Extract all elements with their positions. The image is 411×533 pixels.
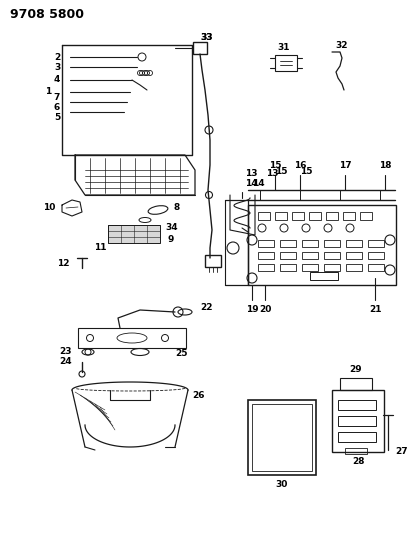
Text: 13: 13 [245, 168, 258, 177]
Text: 25: 25 [175, 349, 187, 358]
Bar [302, 240, 318, 247]
Text: 15: 15 [300, 167, 312, 176]
Bar [248, 205, 396, 285]
Text: 17: 17 [339, 161, 351, 170]
Bar [258, 252, 274, 259]
Text: 16: 16 [294, 161, 306, 170]
Bar [252, 404, 312, 471]
Bar [340, 378, 372, 390]
Text: 2: 2 [54, 52, 60, 61]
Text: 32: 32 [336, 42, 348, 51]
Text: 24: 24 [59, 358, 72, 367]
Bar [368, 240, 384, 247]
Text: 22: 22 [200, 303, 212, 312]
Text: 8: 8 [173, 203, 179, 212]
Bar [258, 240, 274, 247]
Bar [310, 272, 338, 280]
Text: 14: 14 [252, 179, 264, 188]
Text: 6: 6 [54, 102, 60, 111]
Bar [326, 212, 338, 220]
Text: 20: 20 [259, 305, 271, 314]
Text: 10: 10 [43, 204, 55, 213]
Text: 15: 15 [275, 167, 288, 176]
Text: 7: 7 [54, 93, 60, 101]
Bar [309, 212, 321, 220]
Bar [302, 252, 318, 259]
Text: 27: 27 [395, 448, 408, 456]
Text: 11: 11 [95, 244, 107, 253]
Bar [360, 212, 372, 220]
Bar [345, 448, 367, 454]
Text: 3: 3 [54, 62, 60, 71]
Bar [205, 255, 221, 267]
Bar [346, 240, 362, 247]
Bar [368, 264, 384, 271]
Text: 30: 30 [276, 480, 288, 489]
Text: 5: 5 [54, 112, 60, 122]
Bar [248, 400, 316, 475]
Text: 28: 28 [352, 457, 364, 466]
Text: 15: 15 [269, 161, 281, 170]
Text: 29: 29 [350, 365, 363, 374]
Bar [324, 264, 340, 271]
Bar [338, 432, 376, 442]
Bar [275, 55, 297, 71]
Bar [78, 328, 186, 348]
Bar [346, 264, 362, 271]
Bar [368, 252, 384, 259]
Bar [258, 212, 270, 220]
Bar [324, 240, 340, 247]
Text: 26: 26 [192, 391, 205, 400]
Bar [324, 252, 340, 259]
Bar [332, 390, 384, 452]
Text: 31: 31 [278, 44, 290, 52]
Bar [108, 225, 160, 243]
Bar [343, 212, 355, 220]
Text: 33: 33 [201, 33, 213, 42]
Text: 33: 33 [201, 33, 213, 42]
Text: 21: 21 [369, 305, 381, 314]
Text: 14: 14 [245, 179, 258, 188]
Bar [292, 212, 304, 220]
Bar [280, 252, 296, 259]
Bar [338, 416, 376, 426]
Text: 23: 23 [60, 348, 72, 357]
Text: 9: 9 [167, 236, 173, 245]
Bar [338, 400, 376, 410]
Bar [258, 264, 274, 271]
Bar [280, 240, 296, 247]
Text: 12: 12 [58, 259, 70, 268]
Text: 1: 1 [45, 87, 51, 96]
Bar [280, 264, 296, 271]
Text: 18: 18 [379, 161, 391, 170]
Bar [346, 252, 362, 259]
Text: 13: 13 [266, 168, 278, 177]
Bar [193, 42, 207, 54]
Text: 9708 5800: 9708 5800 [10, 7, 84, 20]
Text: 19: 19 [246, 305, 258, 314]
Text: 4: 4 [54, 76, 60, 85]
Bar [302, 264, 318, 271]
Text: 34: 34 [165, 223, 178, 232]
Bar [275, 212, 287, 220]
